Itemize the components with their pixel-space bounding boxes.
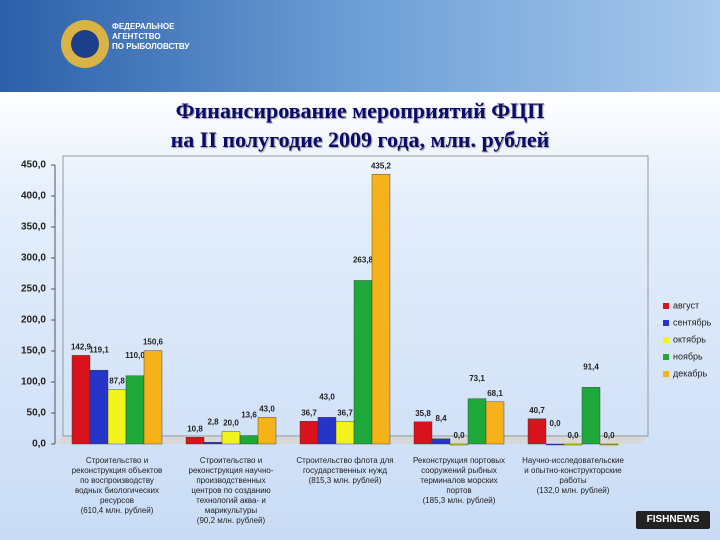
legend-swatch	[663, 354, 669, 360]
x-tick-label: Научно-исследовательские и опытно-констр…	[522, 456, 624, 495]
y-tick-label: 0,0	[32, 439, 46, 450]
bar	[317, 417, 337, 445]
data-label: 43,0	[319, 392, 335, 401]
data-label: 35,8	[415, 409, 431, 418]
bar	[467, 398, 487, 445]
data-label: 435,2	[371, 161, 392, 170]
data-label: 0,0	[567, 431, 579, 440]
y-tick-label: 150,0	[21, 346, 46, 357]
bar	[221, 431, 241, 445]
legend-swatch	[663, 337, 669, 343]
banner: ФЕДЕРАЛЬНОЕ АГЕНТСТВО ПО РЫБОЛОВСТВУ	[0, 0, 720, 92]
legend-label: август	[673, 300, 699, 310]
data-label: 0,0	[453, 431, 465, 440]
y-tick-label: 250,0	[21, 284, 46, 295]
logo	[61, 20, 109, 68]
data-label: 40,7	[529, 406, 545, 415]
legend-label: сентябрь	[673, 317, 712, 327]
chart-title: Финансирование мероприятий ФЦП на II пол…	[170, 98, 550, 152]
bar	[599, 443, 619, 446]
bar	[545, 443, 565, 446]
bar	[185, 437, 205, 445]
y-tick-label: 350,0	[21, 222, 46, 233]
bar	[203, 442, 223, 445]
legend-swatch	[663, 371, 669, 377]
bar	[239, 435, 259, 445]
data-label: 87,8	[109, 377, 125, 386]
data-label: 2,8	[207, 417, 219, 426]
bar	[449, 443, 469, 446]
bar	[89, 369, 109, 445]
bar	[371, 173, 391, 445]
legend-label: декабрь	[673, 368, 708, 378]
badge: FISHNEWS	[636, 511, 710, 529]
x-tick-label: Строительство и реконструкция объектов п…	[71, 456, 163, 515]
y-tick-label: 450,0	[21, 160, 46, 171]
data-label: 142,9	[71, 343, 92, 352]
data-label: 91,4	[583, 362, 599, 371]
bar	[563, 443, 583, 446]
bar	[527, 418, 547, 445]
y-tick-label: 200,0	[21, 315, 46, 326]
y-tick-label: 50,0	[27, 408, 47, 419]
bar	[353, 280, 373, 445]
data-label: 36,7	[337, 408, 353, 417]
y-tick-label: 400,0	[21, 191, 46, 202]
data-label: 20,0	[223, 419, 239, 428]
y-tick-label: 300,0	[21, 253, 46, 264]
y-tick-label: 100,0	[21, 377, 46, 388]
data-label: 43,0	[259, 404, 275, 413]
agency-name: ФЕДЕРАЛЬНОЕ АГЕНТСТВО ПО РЫБОЛОВСТВУ	[112, 22, 190, 51]
data-label: 110,0	[125, 351, 145, 360]
x-tick-label: Строительство и реконструкция научно- пр…	[188, 456, 274, 525]
bar	[107, 389, 127, 445]
legend-swatch	[663, 303, 669, 309]
bar	[71, 355, 91, 445]
bar	[143, 350, 163, 445]
bar	[413, 421, 433, 445]
data-label: 10,8	[187, 424, 203, 433]
bar	[581, 387, 601, 445]
x-tick-label: Реконструкция портовых сооружений рыбных…	[412, 456, 506, 505]
bar	[299, 421, 319, 445]
data-label: 68,1	[487, 389, 503, 398]
bar	[257, 417, 277, 445]
legend-label: ноябрь	[673, 351, 703, 361]
data-label: 263,8	[353, 256, 374, 265]
legend-label: октябрь	[673, 334, 706, 344]
back-wall	[62, 155, 649, 437]
bar	[431, 438, 451, 445]
bar	[125, 375, 145, 445]
data-label: 36,7	[301, 408, 317, 417]
data-label: 13,6	[241, 411, 257, 420]
legend-swatch	[663, 320, 669, 326]
data-label: 0,0	[603, 431, 615, 440]
x-tick-label: Строительство флота для государственных …	[296, 456, 394, 485]
data-label: 150,6	[143, 338, 164, 347]
data-label: 8,4	[435, 414, 447, 423]
data-label: 73,1	[469, 374, 485, 383]
data-label: 0,0	[549, 419, 561, 428]
bar	[485, 401, 505, 445]
bar	[335, 421, 355, 445]
data-label: 119,1	[89, 345, 109, 354]
